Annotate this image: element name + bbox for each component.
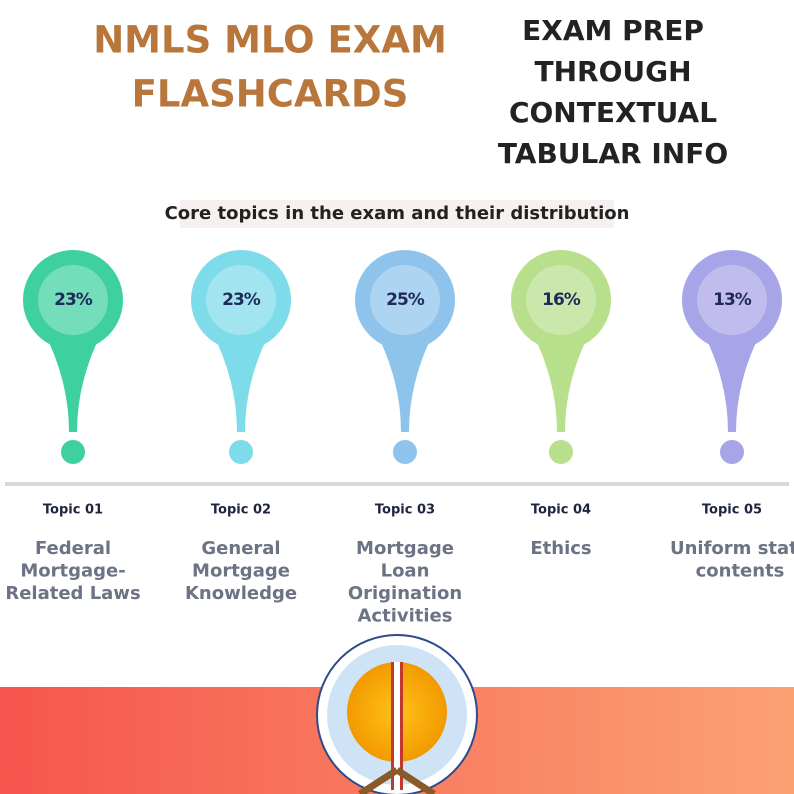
pin-head [191, 250, 291, 350]
pin-tail [375, 330, 435, 432]
topic-label: Topic 05 [702, 503, 762, 518]
pin-inner [697, 265, 767, 335]
topic-title-line: Mortgage [192, 561, 290, 582]
title-line: NMLS MLO EXAM [93, 19, 447, 62]
topic-label: Topic 04 [531, 503, 591, 518]
subtitle-line: THROUGH [534, 55, 691, 88]
topic-title-line: Knowledge [185, 583, 297, 604]
pin-head [511, 250, 611, 350]
topic-title-line: Uniform state [670, 538, 794, 559]
pin-drop [61, 440, 85, 464]
pin-inner [526, 265, 596, 335]
pin-inner [370, 265, 440, 335]
section-heading: Core topics in the exam and their distri… [165, 203, 630, 224]
topic-title-line: Loan [381, 561, 430, 582]
topic-label: Topic 03 [375, 503, 435, 518]
pin-inner [206, 265, 276, 335]
topic-title-line: Federal [35, 538, 111, 559]
heading-bg [180, 200, 614, 228]
title-line: FLASHCARDS [132, 73, 409, 116]
pin-tail [702, 330, 762, 432]
topic-title-line: Activities [358, 606, 453, 627]
topic-title-line: Ethics [530, 538, 591, 559]
topic-share: 16% [542, 290, 581, 310]
pin-tail [211, 330, 271, 432]
topic-title-line: Mortgage- [20, 561, 125, 582]
pin-head [682, 250, 782, 350]
pin-drop [229, 440, 253, 464]
topic-pin [682, 250, 782, 464]
topic-label: Topic 02 [211, 503, 271, 518]
topic-title-line: contents [696, 561, 785, 582]
topic-title-line: Related Laws [5, 583, 140, 604]
topic-share: 13% [713, 290, 752, 310]
topic-title-line: Origination [348, 583, 462, 604]
topic-title-line: Mortgage [356, 538, 454, 559]
subtitle-line: EXAM PREP [522, 14, 704, 47]
subtitle-line: TABULAR INFO [498, 137, 728, 170]
pin-head [23, 250, 123, 350]
topic-share: 23% [54, 290, 93, 310]
pin-tail [531, 330, 591, 432]
topic-share: 25% [386, 290, 425, 310]
pin-drop [549, 440, 573, 464]
topic-pin [511, 250, 611, 464]
topic-label: Topic 01 [43, 503, 103, 518]
pin-drop [393, 440, 417, 464]
logo [316, 634, 478, 794]
subtitle-line: CONTEXTUAL [509, 96, 717, 129]
topic-pin [23, 250, 123, 464]
pin-drop [720, 440, 744, 464]
topic-title-line: General [201, 538, 280, 559]
pin-tail [43, 330, 103, 432]
pin-inner [38, 265, 108, 335]
topic-share: 23% [222, 290, 261, 310]
topic-pin [355, 250, 455, 464]
topic-pin [191, 250, 291, 464]
pin-head [355, 250, 455, 350]
